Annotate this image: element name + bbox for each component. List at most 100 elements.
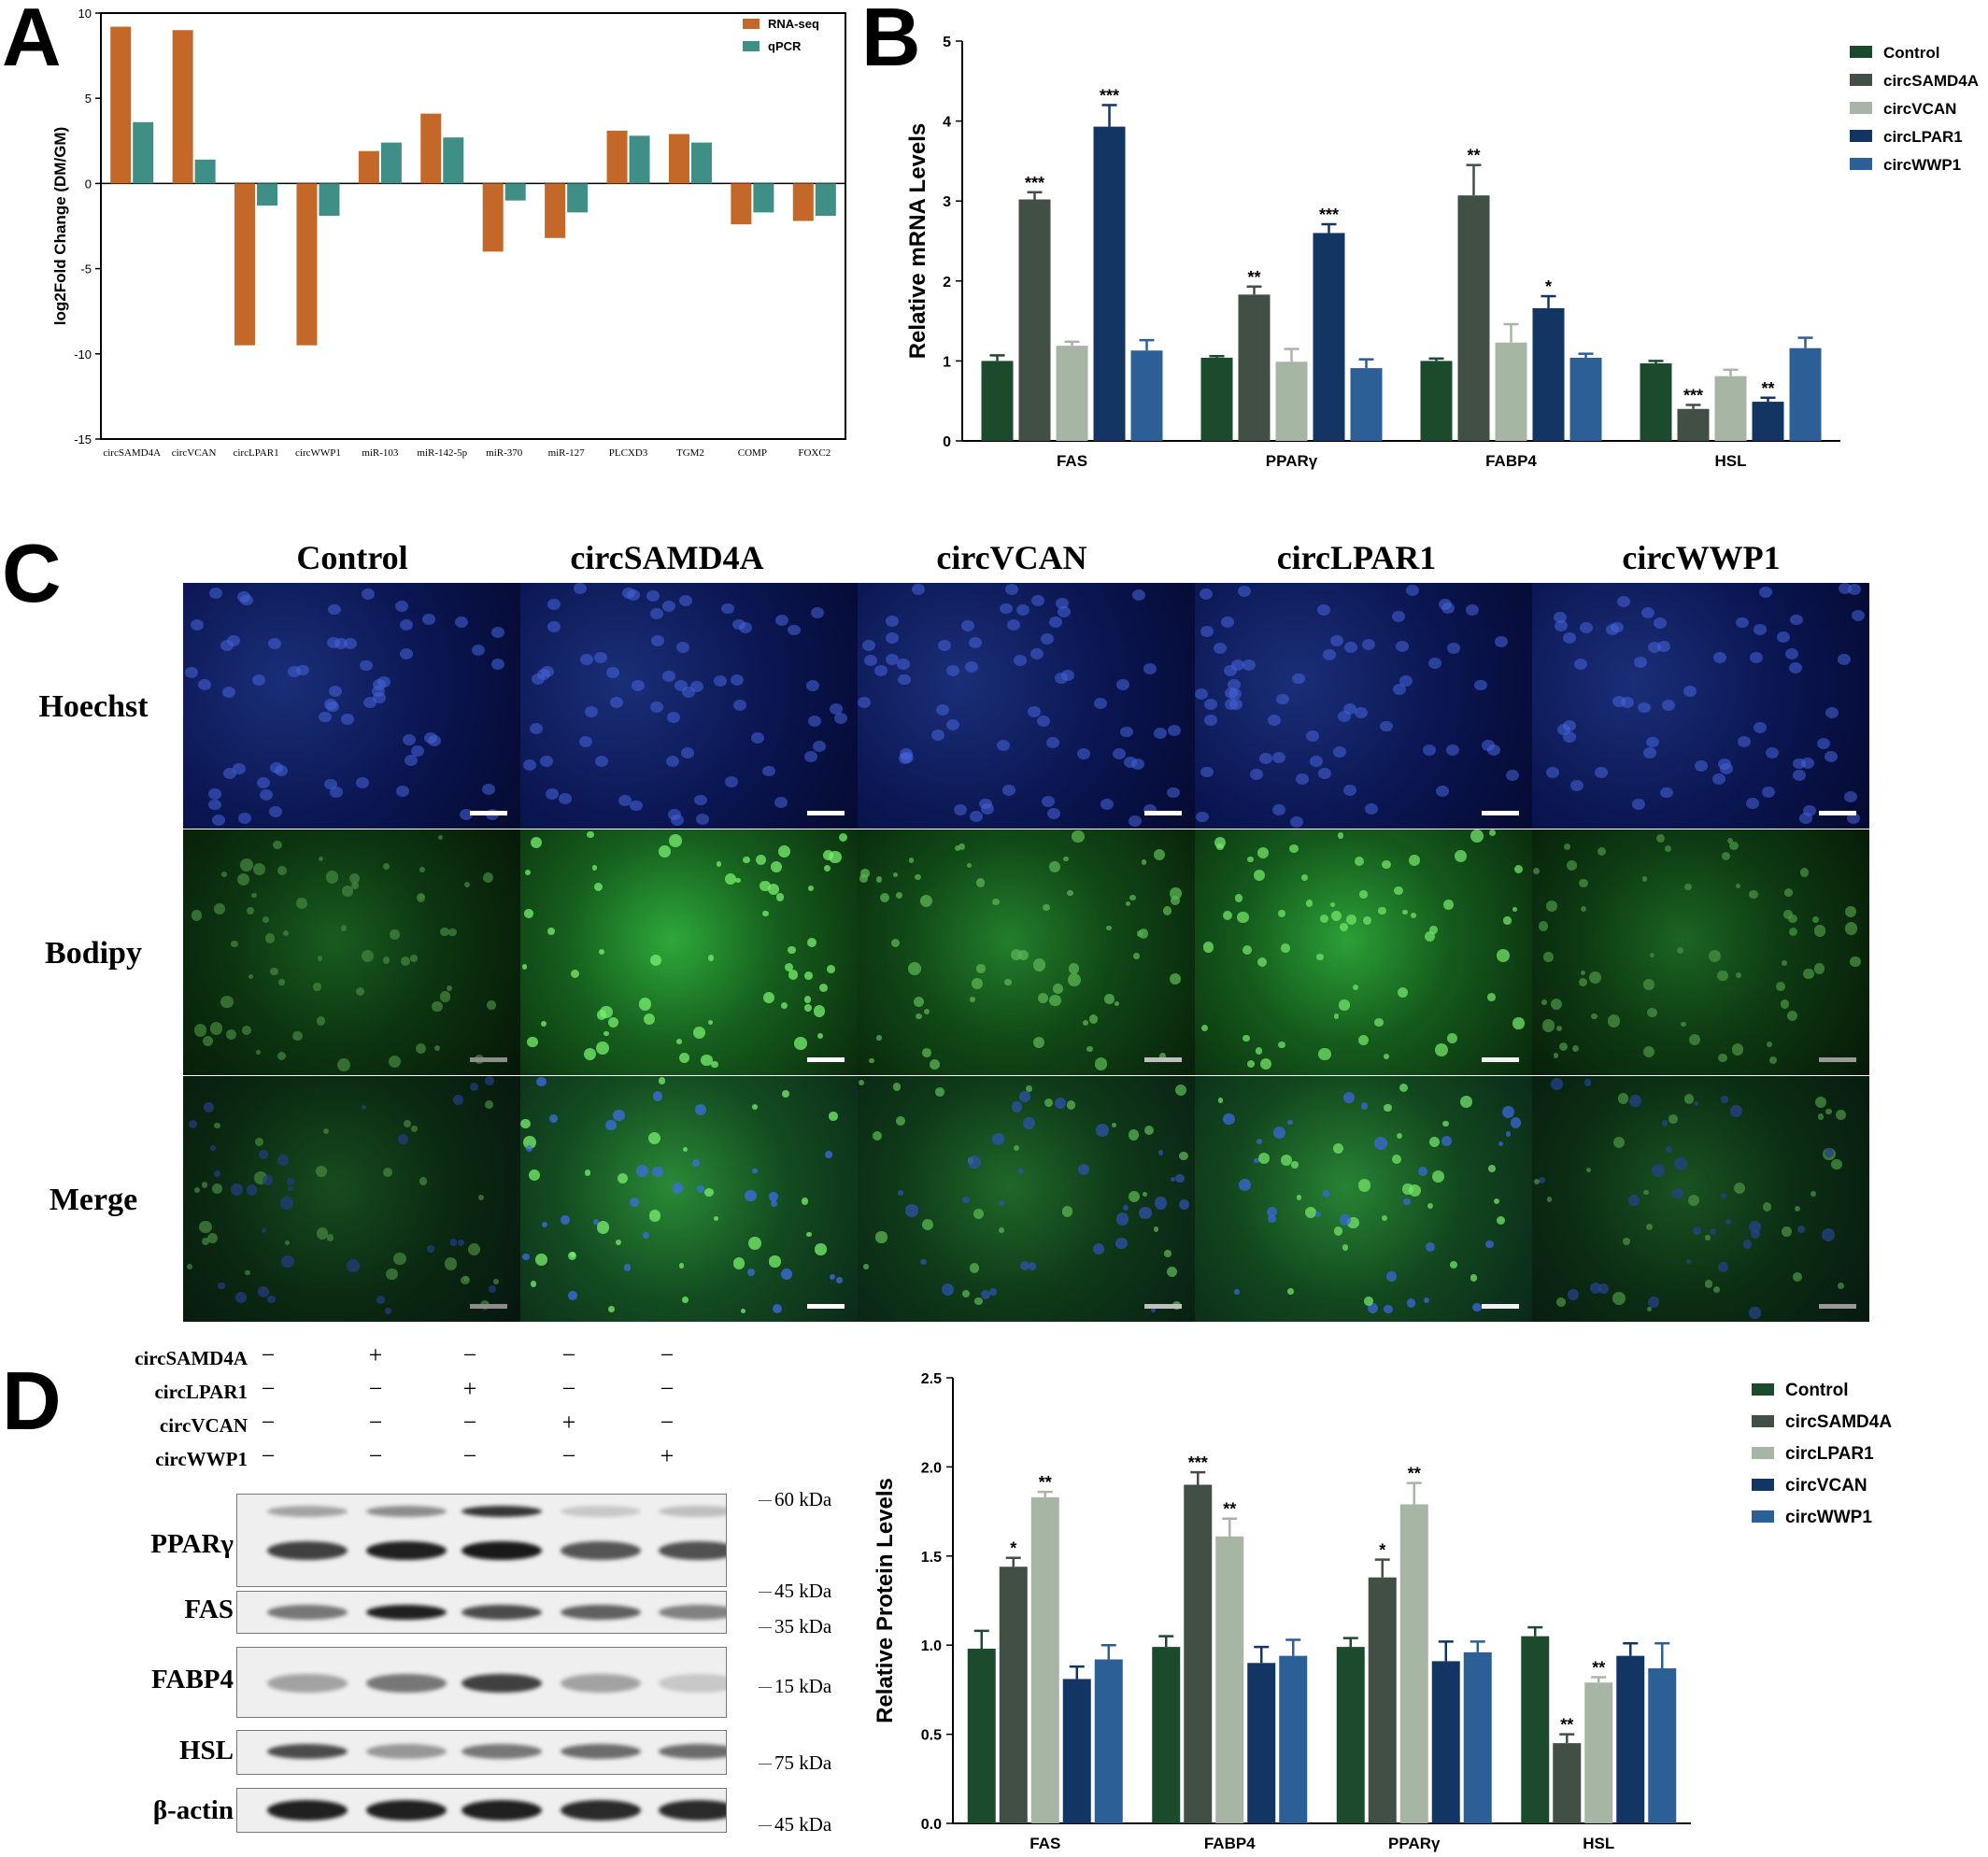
lipid-droplet xyxy=(1391,1155,1401,1165)
lipid-droplet xyxy=(1402,909,1409,915)
legend-label: circVCAN xyxy=(1883,100,1956,118)
nucleus-dot xyxy=(897,673,911,686)
treatment-sign: − xyxy=(261,1375,276,1402)
nucleus-dot xyxy=(1199,588,1213,600)
nucleus-dot xyxy=(1310,755,1324,767)
nucleus-dot xyxy=(1754,624,1768,636)
lipid-droplet xyxy=(647,1131,661,1145)
lipid-droplet xyxy=(1443,900,1454,910)
lipid-droplet xyxy=(283,929,290,936)
lipid-droplet xyxy=(458,1240,464,1246)
treatment-sign: − xyxy=(561,1341,576,1368)
marker-tick xyxy=(759,1687,772,1688)
lipid-droplet xyxy=(930,1059,940,1070)
nucleus-dot xyxy=(1422,744,1436,757)
nucleus-dot xyxy=(1648,641,1662,653)
lipid-droplet xyxy=(692,1159,701,1168)
nucleus-dot xyxy=(1342,703,1356,716)
bar-rna-seq xyxy=(606,130,628,184)
nucleus-dot xyxy=(532,673,546,686)
lipid-droplet xyxy=(464,881,471,887)
nucleus-dot xyxy=(1395,641,1409,652)
lipid-droplet xyxy=(1287,1119,1293,1126)
nucleus-dot xyxy=(1563,731,1577,744)
lipid-droplet xyxy=(254,1137,264,1147)
lipid-droplet xyxy=(1272,1126,1286,1140)
lipid-droplet xyxy=(1838,1283,1844,1289)
blot-band xyxy=(267,1744,348,1759)
lipid-droplet xyxy=(1129,894,1136,901)
lipid-droplet xyxy=(444,1257,458,1270)
lipid-droplet xyxy=(860,869,870,878)
lipid-droplet xyxy=(992,1133,1004,1145)
lipid-droplet xyxy=(1128,1190,1141,1203)
nucleus-dot xyxy=(667,712,681,724)
nucleus-dot xyxy=(1292,673,1305,685)
lipid-droplet xyxy=(1795,1205,1801,1212)
lipid-droplet xyxy=(806,938,816,948)
lipid-droplet xyxy=(527,1036,538,1047)
treatment-sign: + xyxy=(561,1409,576,1436)
nucleus-dot xyxy=(1242,659,1256,672)
lipid-droplet xyxy=(1607,1014,1621,1028)
lipid-droplet xyxy=(1493,1198,1499,1205)
marker-tick xyxy=(759,1764,772,1765)
column-header-control: Control xyxy=(296,539,408,576)
lipid-droplet xyxy=(202,1182,208,1188)
lipid-droplet xyxy=(1488,829,1496,837)
lipid-droplet xyxy=(1394,886,1403,896)
lipid-droplet xyxy=(1063,856,1069,862)
lipid-droplet xyxy=(199,1221,212,1234)
nucleus-dot xyxy=(731,673,745,686)
nucleus-dot xyxy=(1057,605,1071,617)
bar-circvcan xyxy=(1495,342,1527,441)
significance-label: ** xyxy=(1247,268,1260,287)
nucleus-dot xyxy=(1230,659,1244,671)
nucleus-dot xyxy=(232,763,246,775)
lipid-droplet xyxy=(547,927,556,935)
lipid-droplet xyxy=(1628,1095,1641,1107)
lipid-droplet xyxy=(1687,1195,1699,1207)
bar-circlpar1 xyxy=(1532,307,1565,441)
lipid-droplet xyxy=(836,1277,844,1283)
treatment-sign: − xyxy=(261,1409,276,1436)
nucleus-dot xyxy=(547,620,561,632)
lipid-droplet xyxy=(1732,1043,1744,1056)
lipid-droplet xyxy=(1572,1044,1580,1052)
scale-bar xyxy=(1482,1304,1519,1309)
lipid-droplet xyxy=(1033,1036,1045,1049)
lipid-droplet xyxy=(536,1076,547,1087)
lipid-droplet xyxy=(781,1001,788,1010)
bar-qpcr xyxy=(257,183,278,206)
lipid-droplet xyxy=(1496,1215,1506,1226)
nucleus-dot xyxy=(606,666,620,678)
x-tick-label: circLPAR1 xyxy=(233,447,278,459)
nucleus-dot xyxy=(1041,632,1055,645)
nucleus-dot xyxy=(946,719,960,731)
lipid-droplet xyxy=(922,1048,931,1057)
lipid-droplet xyxy=(1017,1169,1023,1174)
significance-label: * xyxy=(1545,277,1552,296)
nucleus-dot xyxy=(738,622,752,634)
lipid-droplet xyxy=(313,983,321,991)
x-tick-label: circSAMD4A xyxy=(103,447,161,459)
lipid-droplet xyxy=(678,1052,690,1064)
x-tick-label: miR-127 xyxy=(548,447,586,459)
lipid-droplet xyxy=(1399,1083,1409,1093)
lipid-droplet xyxy=(704,1187,714,1198)
bar-qpcr xyxy=(629,135,650,184)
lipid-droplet xyxy=(540,1021,547,1027)
nucleus-dot xyxy=(946,665,960,677)
nucleus-dot xyxy=(1046,808,1060,820)
nucleus-dot xyxy=(1317,603,1331,616)
nucleus-dot xyxy=(1130,758,1144,770)
lipid-droplet xyxy=(1533,1178,1541,1184)
blot-label-hsl: HSL xyxy=(178,1736,234,1765)
lipid-droplet xyxy=(489,1284,497,1293)
lipid-droplet xyxy=(859,874,868,883)
nucleus-dot xyxy=(252,674,266,687)
nucleus-dot xyxy=(665,755,679,767)
lipid-droplet xyxy=(596,1221,610,1234)
lipid-droplet xyxy=(273,840,282,849)
nucleus-dot xyxy=(1712,651,1726,663)
